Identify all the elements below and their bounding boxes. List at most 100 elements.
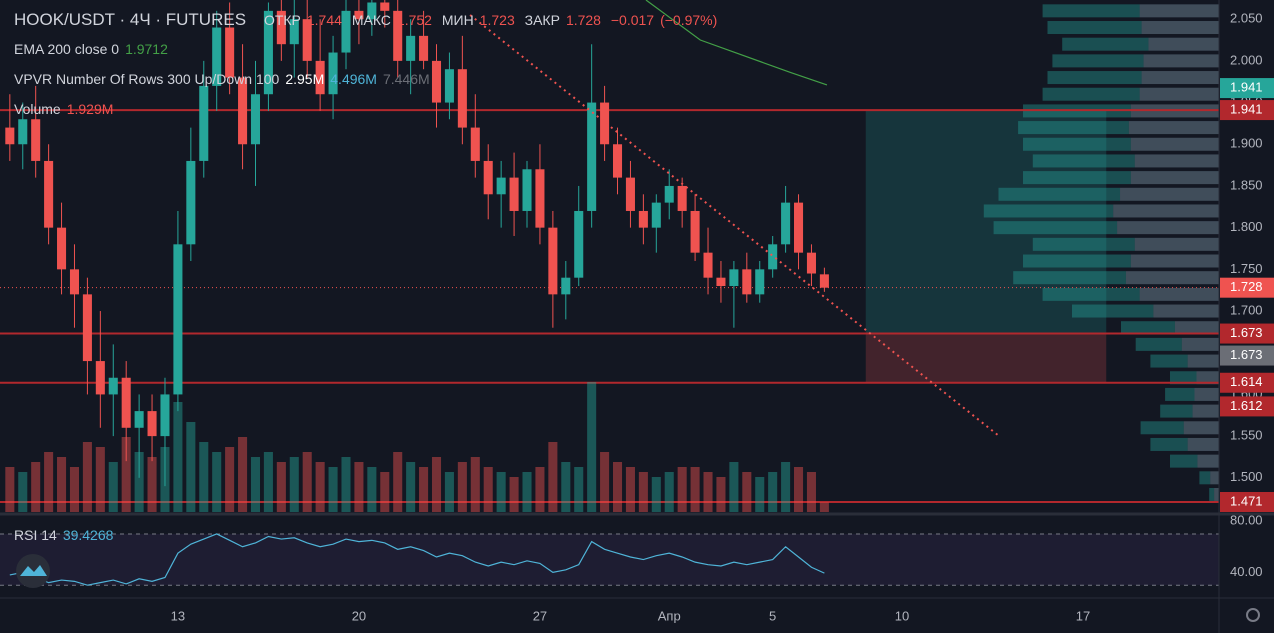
candle-body xyxy=(431,60,442,103)
vpvr-down xyxy=(1141,71,1219,85)
price-tag-label: 1.941 xyxy=(1230,102,1263,117)
volume-bar xyxy=(819,502,829,512)
vpvr-down xyxy=(1153,304,1219,318)
volume-bar xyxy=(768,472,778,512)
vpvr-up xyxy=(1023,171,1131,185)
candle-body xyxy=(406,35,416,61)
volume-bar xyxy=(225,447,235,512)
y-tick-label: 1.850 xyxy=(1230,177,1263,192)
candle-body xyxy=(69,269,79,295)
volume-bar xyxy=(57,457,67,512)
volume-bar xyxy=(638,472,648,512)
candle-body xyxy=(794,202,804,253)
candle-body xyxy=(535,169,545,228)
price-tag-label: 1.471 xyxy=(1230,493,1263,508)
vpvr-up xyxy=(1042,287,1140,301)
vpvr-up xyxy=(1047,71,1142,85)
candle-body xyxy=(315,60,325,95)
ema-legend: EMA 200 close 0 1.9712 xyxy=(14,41,174,57)
rsi-tick-label: 40.00 xyxy=(1230,564,1263,579)
logo-mark xyxy=(20,565,47,576)
candle-body xyxy=(651,202,661,228)
volume-bar xyxy=(354,462,364,512)
vpvr-up xyxy=(1199,471,1211,485)
volume-bar xyxy=(509,477,519,512)
vpvr-down xyxy=(1181,337,1219,351)
x-tick-label: Апр xyxy=(658,608,681,623)
high-label: МАКС xyxy=(351,12,391,28)
volume-value: 1.929M xyxy=(66,101,114,117)
vpvr-down xyxy=(1187,437,1219,451)
volume-bar xyxy=(315,462,325,512)
vpvr-up xyxy=(1023,137,1131,151)
candle-body xyxy=(121,377,131,428)
candle-body xyxy=(419,35,429,61)
vpvr-down xyxy=(1130,137,1219,151)
price-tag xyxy=(1220,78,1274,99)
vpvr-down xyxy=(1117,221,1219,235)
low-label: МИН xyxy=(441,12,474,28)
volume-bar xyxy=(664,472,674,512)
candle-body xyxy=(587,102,597,211)
volume-bar xyxy=(44,452,54,512)
rsi-band xyxy=(0,533,1219,586)
volume-bar xyxy=(496,472,506,512)
vpvr-down xyxy=(1120,187,1219,201)
candle-body xyxy=(806,252,816,274)
volume-bar xyxy=(121,437,131,512)
candle-body xyxy=(328,52,338,95)
volume-bar xyxy=(173,402,183,512)
vpvr-up xyxy=(1018,121,1129,135)
vpvr-total: 7.446M xyxy=(382,71,430,87)
y-tick-label: 1.800 xyxy=(1230,219,1263,234)
volume-bar xyxy=(677,467,687,512)
candle-body xyxy=(496,177,506,195)
vpvr-up xyxy=(998,187,1121,201)
candle-body xyxy=(5,127,15,145)
candle-body xyxy=(160,394,170,437)
vpvr-down xyxy=(1197,454,1219,468)
candle-body xyxy=(574,210,584,278)
vpvr-down xyxy=(1139,87,1219,101)
price-tag-label: 1.673 xyxy=(1230,325,1263,340)
candle-body xyxy=(18,119,28,145)
volume-bar xyxy=(470,457,480,512)
vpvr-down xyxy=(1130,254,1219,268)
price-tag-label: 1.673 xyxy=(1230,347,1263,362)
candle-body xyxy=(367,2,377,20)
x-tick-label: 10 xyxy=(895,608,909,623)
volume-bar xyxy=(367,467,377,512)
volume-bar xyxy=(147,457,157,512)
candle-body xyxy=(302,19,312,61)
volume-bar xyxy=(651,477,661,512)
candle-body xyxy=(470,127,480,161)
vpvr-down xyxy=(1196,371,1219,385)
settings-icon[interactable] xyxy=(1246,608,1260,622)
rsi-legend: RSI 14 39.4268 xyxy=(14,527,119,543)
vpvr-up xyxy=(1150,437,1188,451)
volume-bar xyxy=(457,462,467,512)
volume-bar xyxy=(755,477,765,512)
volume-bar xyxy=(587,382,597,512)
volume-bar xyxy=(716,477,726,512)
candle-body xyxy=(819,274,829,288)
volume-bar xyxy=(212,452,222,512)
volume-bar xyxy=(250,457,261,512)
vpvr-up xyxy=(993,221,1118,235)
volume-bar xyxy=(406,462,416,512)
vpvr-up xyxy=(1032,154,1135,168)
candle-body xyxy=(354,10,364,20)
open-label: ОТКР xyxy=(263,12,301,28)
candle-body xyxy=(134,411,144,428)
volume-bar xyxy=(238,437,248,512)
volume-bar xyxy=(561,462,571,512)
volume-bar xyxy=(341,457,351,512)
volume-bar xyxy=(82,442,92,512)
volume-bar xyxy=(186,422,196,512)
vpvr-down xyxy=(1141,21,1219,35)
volume-bar xyxy=(548,442,558,512)
position-stop xyxy=(865,333,1107,383)
volume-bar xyxy=(31,462,41,512)
volume-bar xyxy=(703,472,713,512)
